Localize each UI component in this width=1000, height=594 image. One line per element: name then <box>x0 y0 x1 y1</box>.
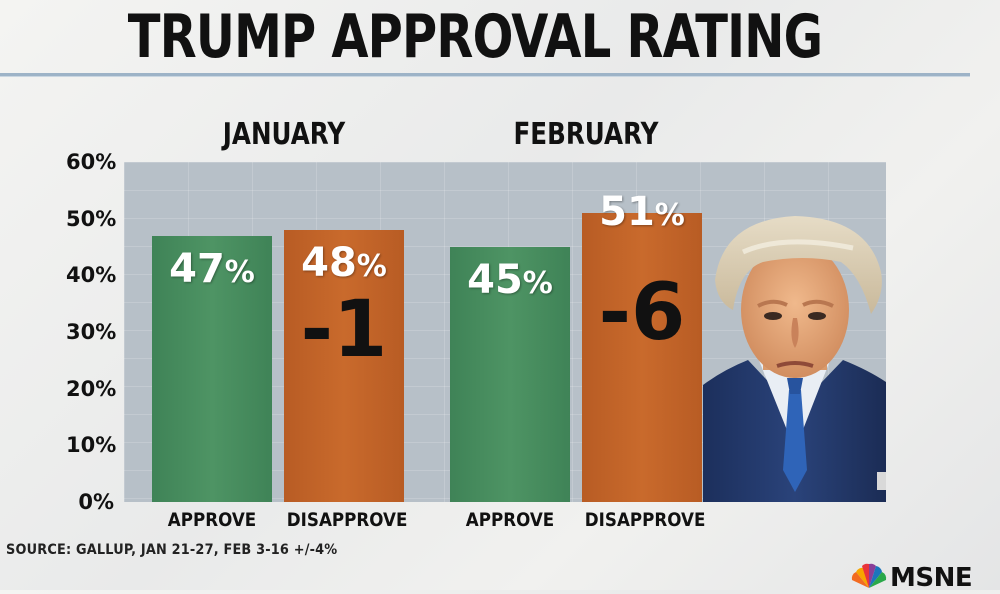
x-category-label: APPROVE <box>465 509 555 531</box>
title-divider <box>0 73 970 77</box>
y-tick-label: 60% <box>66 150 117 174</box>
y-tick-label: 20% <box>66 376 117 401</box>
bar-february-disapprove <box>582 213 702 502</box>
bar-january-approve <box>152 235 272 502</box>
peacock-icon <box>851 563 887 588</box>
y-tick-label: 50% <box>66 206 117 231</box>
x-category-label: DISAPPROVE <box>584 509 706 531</box>
y-tick-label: 40% <box>66 263 117 288</box>
x-category-label: DISAPPROVE <box>286 509 408 531</box>
data-label-february-approve: 45% <box>467 257 553 303</box>
x-category-label: APPROVE <box>167 509 257 531</box>
y-tick-label: 0% <box>78 490 114 514</box>
y-tick-label: 30% <box>66 320 117 344</box>
group-label-february: FEBRUARY <box>513 117 659 152</box>
trump-portrait-icon <box>703 216 886 502</box>
group-label-january: JANUARY <box>222 117 346 152</box>
data-label-january-approve: 47% <box>169 245 255 292</box>
data-label-february-disapprove: 51% <box>599 189 685 235</box>
network-logo: MSNE <box>850 562 1000 593</box>
chart-title: TRUMP APPROVAL RATING <box>127 2 823 72</box>
net-difference-february: -6 <box>598 268 686 358</box>
bar-february-approve <box>450 247 570 502</box>
source-note: SOURCE: GALLUP, JAN 21-27, FEB 3-16 +/-4… <box>6 542 338 558</box>
network-logo-text: MSNE <box>890 563 973 593</box>
data-label-january-disapprove: 48% <box>301 240 387 286</box>
net-difference-january: -1 <box>300 285 388 375</box>
y-tick-label: 10% <box>66 433 117 458</box>
bar-january-disapprove <box>284 230 404 502</box>
